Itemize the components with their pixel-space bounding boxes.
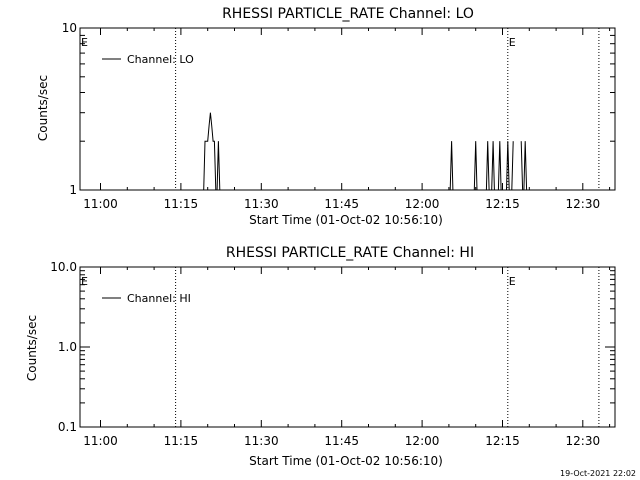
y-tick-label: 10.0	[50, 260, 77, 274]
x-axis-label: Start Time (01-Oct-02 10:56:10)	[249, 213, 443, 227]
plot-frame	[79, 27, 616, 191]
x-tick-label: 12:30	[566, 434, 601, 448]
event-marker-label: E	[509, 275, 516, 288]
x-axis-label: Start Time (01-Oct-02 10:56:10)	[249, 454, 443, 468]
x-tick-label: 11:15	[164, 434, 199, 448]
y-tick-label: 1.0	[58, 340, 77, 354]
chart-panel-lo: RHESSI PARTICLE_RATE Channel: LO Counts/…	[36, 6, 616, 227]
axis-ticks: 11:00 11:15 11:30 11:45 12:00 12:15 12:30 0.1 1.…	[50, 260, 615, 448]
y-tick-label: 10	[62, 21, 77, 35]
plot-area: 11:00 11:15 11:30 11:45 12:00 12:15 12:30 0.1 1.…	[50, 260, 616, 448]
series-line	[203, 112, 221, 191]
legend-entry-label: Channel: LO	[127, 53, 194, 66]
event-marker-label: E	[81, 275, 88, 288]
chart-title: RHESSI PARTICLE_RATE Channel: HI	[226, 245, 474, 261]
x-tick-label: 12:15	[485, 434, 520, 448]
dotted-lines	[175, 28, 600, 190]
event-marker-label: E	[509, 36, 516, 49]
footer-timestamp: 19-Oct-2021 22:02	[560, 469, 636, 478]
event-marker-label: E	[81, 36, 88, 49]
chart-title: RHESSI PARTICLE_RATE Channel: LO	[222, 6, 474, 22]
plot-area: 11:00 11:15 11:30 11:45 12:00 12:15 12:30 1 10 E…	[62, 21, 616, 211]
series-line	[449, 141, 454, 191]
x-tick-label: 12:30	[566, 197, 601, 211]
y-axis-label: Counts/sec	[36, 75, 50, 141]
legend: Channel: HI	[102, 292, 191, 305]
x-tick-label: 12:00	[405, 197, 440, 211]
legend: Channel: LO	[102, 53, 194, 66]
x-tick-label: 11:30	[244, 197, 279, 211]
series-line	[520, 141, 528, 191]
x-tick-label: 12:15	[485, 197, 520, 211]
y-tick-label: 1	[69, 183, 77, 197]
x-tick-label: 11:00	[83, 197, 118, 211]
x-tick-label: 12:00	[405, 434, 440, 448]
y-tick-label: 0.1	[58, 420, 77, 434]
legend-entry-label: Channel: HI	[127, 292, 191, 305]
x-tick-label: 11:00	[83, 434, 118, 448]
x-tick-label: 11:30	[244, 434, 279, 448]
x-tick-label: 11:15	[164, 197, 199, 211]
axis-ticks: 11:00 11:15 11:30 11:45 12:00 12:15 12:30 1 10	[62, 21, 615, 211]
series-group	[203, 112, 528, 191]
series-line	[473, 141, 478, 191]
x-tick-label: 11:45	[324, 197, 359, 211]
y-axis-label: Counts/sec	[25, 315, 39, 381]
series-line	[485, 141, 514, 191]
chart-panel-hi: RHESSI PARTICLE_RATE Channel: HI Counts/…	[25, 245, 616, 468]
x-tick-label: 11:45	[324, 434, 359, 448]
